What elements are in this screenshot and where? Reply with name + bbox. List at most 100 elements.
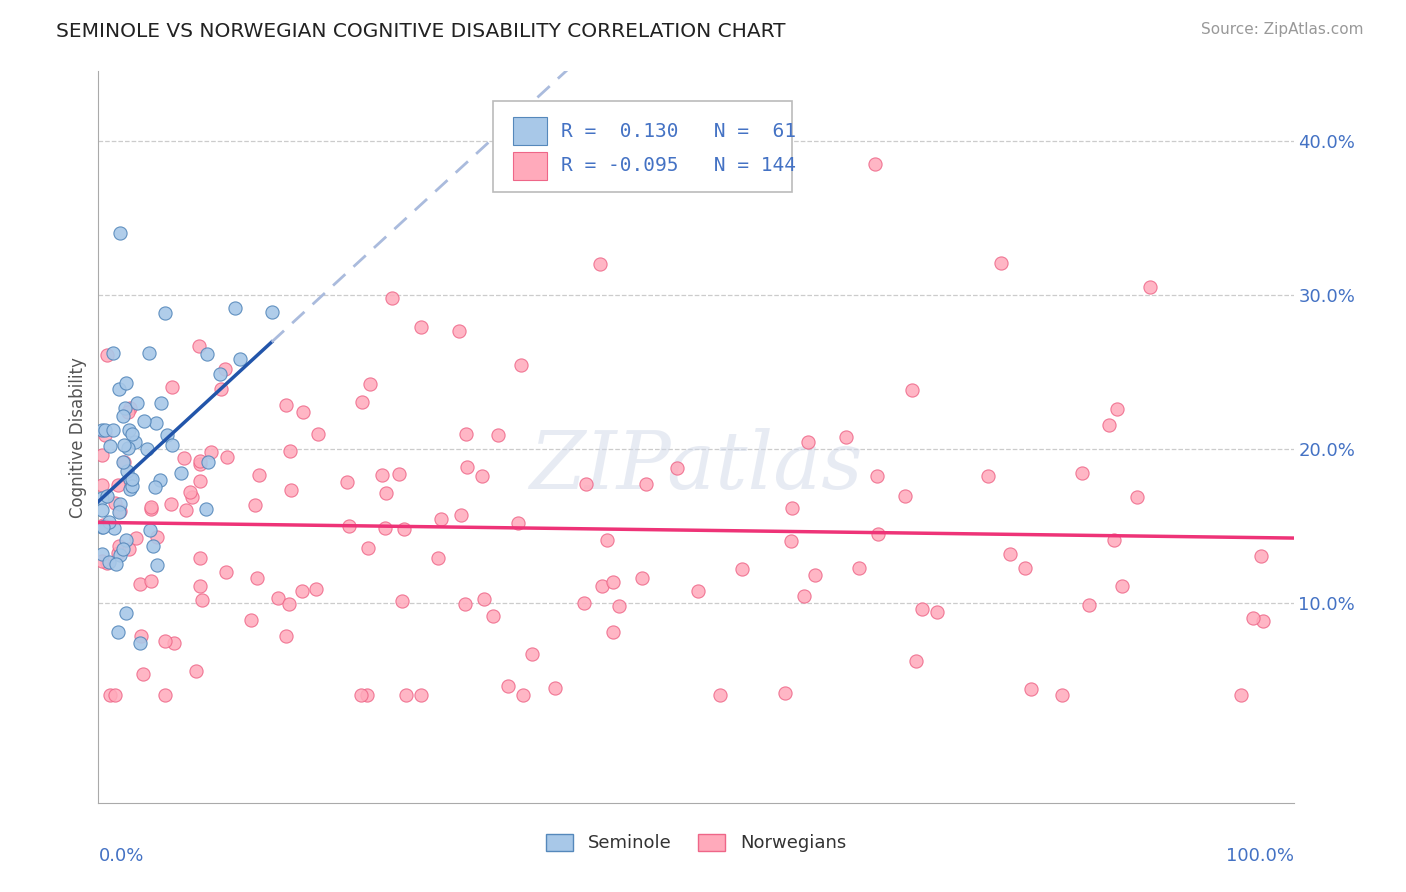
- Point: [352, 395, 374, 409]
- Point: [153, 305, 176, 319]
- Point: [634, 477, 657, 491]
- Point: [170, 467, 193, 481]
- Point: [848, 561, 870, 575]
- Point: [141, 539, 163, 553]
- Point: [780, 501, 803, 516]
- Point: [121, 426, 143, 441]
- Text: Source: ZipAtlas.com: Source: ZipAtlas.com: [1201, 22, 1364, 37]
- Point: [136, 442, 159, 457]
- Point: [184, 664, 207, 678]
- Point: [98, 555, 121, 569]
- Point: [118, 472, 141, 486]
- Point: [292, 405, 315, 419]
- Point: [112, 438, 135, 452]
- Point: [247, 468, 270, 483]
- Point: [666, 461, 689, 475]
- Point: [143, 480, 166, 494]
- Point: [508, 516, 530, 531]
- Point: [278, 444, 301, 458]
- Point: [121, 471, 143, 485]
- Point: [160, 380, 183, 394]
- Point: [108, 226, 131, 240]
- Point: [308, 427, 330, 442]
- Point: [471, 469, 494, 483]
- Point: [607, 599, 630, 614]
- Point: [280, 483, 302, 498]
- Point: [111, 409, 134, 424]
- Point: [486, 428, 509, 442]
- Point: [865, 469, 887, 483]
- Point: [356, 688, 378, 702]
- Point: [589, 257, 612, 271]
- Point: [108, 549, 131, 563]
- Point: [1019, 681, 1042, 696]
- Point: [132, 415, 155, 429]
- Point: [200, 445, 222, 459]
- Point: [163, 636, 186, 650]
- Point: [132, 667, 155, 681]
- Point: [1107, 401, 1129, 416]
- Point: [125, 396, 148, 410]
- Point: [426, 550, 449, 565]
- Point: [370, 468, 392, 483]
- Point: [117, 405, 139, 419]
- Text: R = -0.095   N = 144: R = -0.095 N = 144: [561, 156, 796, 175]
- Text: SEMINOLE VS NORWEGIAN COGNITIVE DISABILITY CORRELATION CHART: SEMINOLE VS NORWEGIAN COGNITIVE DISABILI…: [56, 22, 786, 41]
- Point: [709, 688, 731, 702]
- Point: [835, 430, 858, 444]
- Point: [276, 398, 298, 412]
- Point: [337, 518, 360, 533]
- Point: [381, 292, 404, 306]
- Point: [267, 591, 290, 606]
- Point: [195, 347, 218, 361]
- Point: [179, 485, 201, 500]
- Point: [115, 376, 138, 390]
- Point: [357, 541, 380, 555]
- Point: [214, 565, 236, 579]
- Point: [596, 533, 619, 548]
- Point: [150, 396, 173, 410]
- Point: [911, 602, 934, 616]
- Point: [94, 424, 117, 438]
- Point: [375, 486, 398, 500]
- Point: [1098, 418, 1121, 433]
- Point: [449, 324, 471, 338]
- Point: [686, 584, 709, 599]
- Point: [104, 496, 127, 510]
- Point: [91, 478, 114, 492]
- Point: [108, 505, 131, 519]
- Bar: [513, 118, 547, 145]
- Point: [894, 489, 917, 503]
- Point: [224, 301, 246, 315]
- Point: [114, 607, 136, 621]
- Point: [112, 455, 135, 469]
- Point: [188, 454, 211, 468]
- Point: [1139, 280, 1161, 294]
- Point: [104, 688, 127, 702]
- Point: [174, 503, 197, 517]
- Point: [91, 517, 114, 532]
- Point: [1050, 688, 1073, 702]
- Point: [866, 527, 889, 541]
- Point: [149, 473, 172, 487]
- Point: [214, 362, 236, 376]
- Point: [395, 688, 418, 702]
- Point: [1102, 533, 1125, 547]
- Point: [1250, 549, 1272, 563]
- Point: [104, 557, 127, 571]
- Bar: [513, 152, 547, 179]
- Point: [91, 502, 114, 516]
- Point: [392, 522, 415, 536]
- Point: [409, 319, 432, 334]
- Point: [602, 574, 624, 589]
- Point: [190, 458, 212, 472]
- Point: [98, 688, 121, 702]
- Point: [114, 533, 136, 547]
- Point: [197, 455, 219, 469]
- Point: [91, 547, 114, 561]
- Point: [93, 427, 115, 442]
- Point: [1077, 599, 1099, 613]
- Point: [91, 520, 114, 534]
- Point: [512, 688, 534, 702]
- Point: [188, 339, 211, 353]
